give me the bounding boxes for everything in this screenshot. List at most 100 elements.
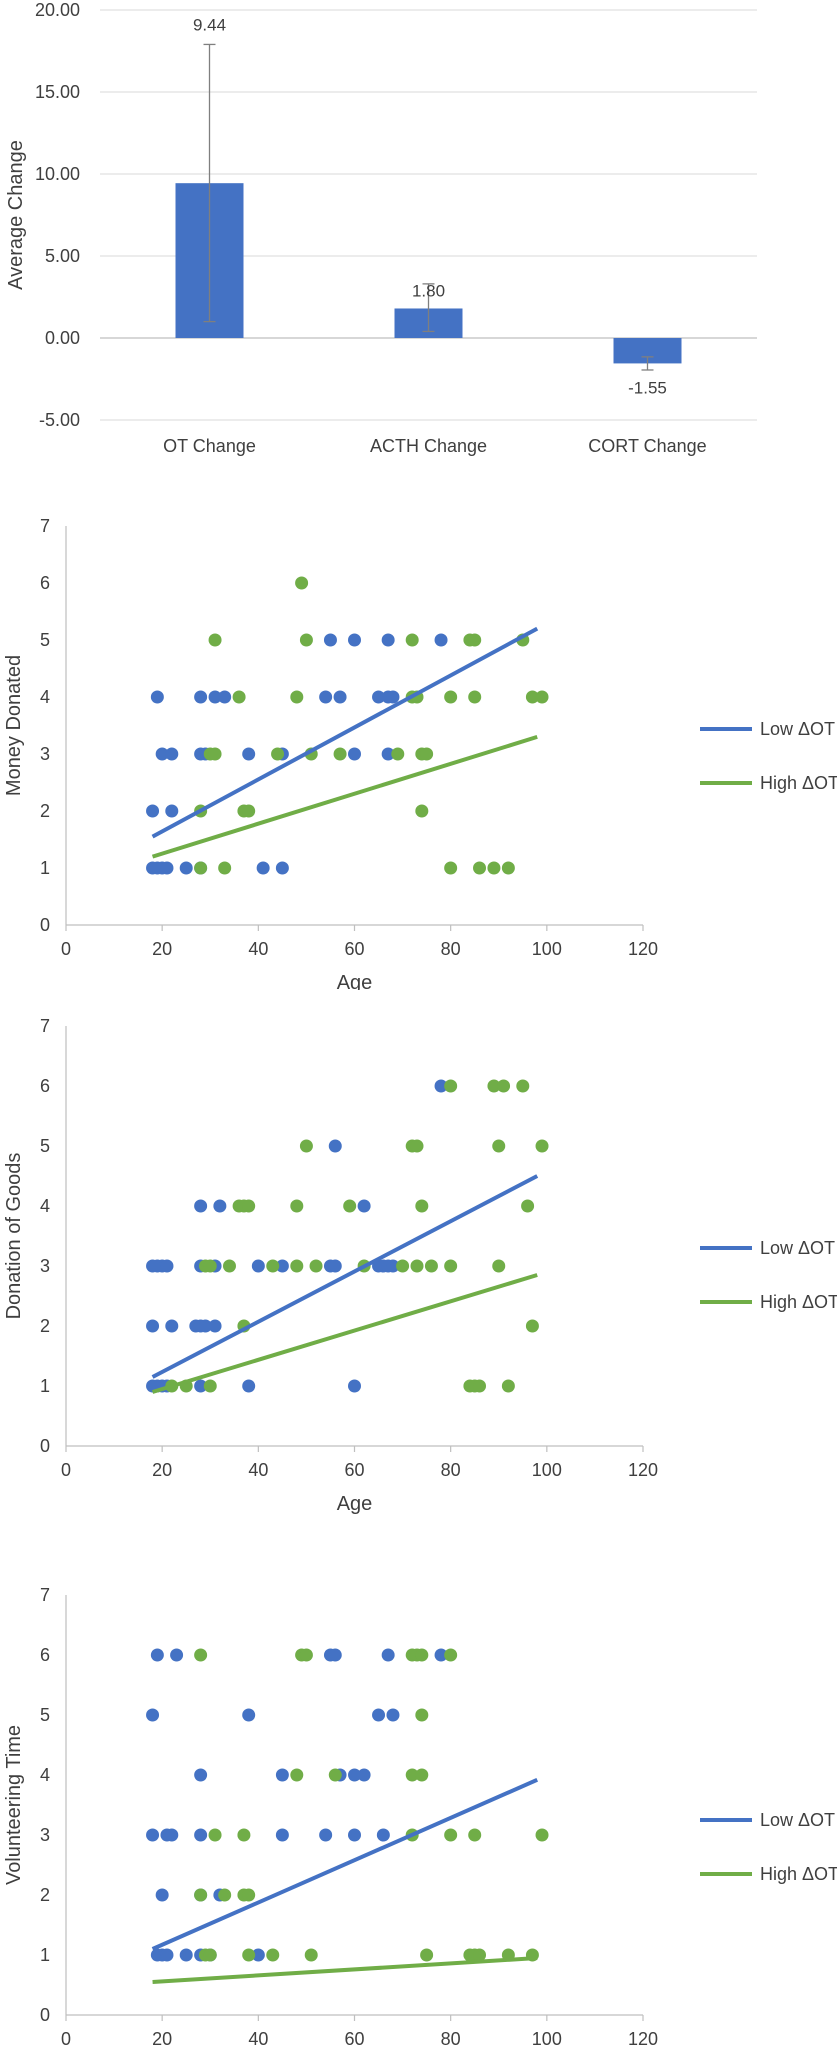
point-low-deltaot — [275, 1768, 289, 1782]
trendline-high-deltaot — [151, 1273, 538, 1394]
point-low-deltaot — [165, 1319, 179, 1333]
y-tick-label: 1 — [40, 1376, 50, 1396]
point-low-deltaot — [348, 747, 361, 761]
point-high-deltaot — [328, 1768, 342, 1782]
point-high-deltaot — [521, 1199, 535, 1213]
point-low-deltaot — [194, 1768, 208, 1782]
point-low-deltaot — [208, 1319, 222, 1333]
point-high-deltaot — [208, 747, 222, 761]
point-low-deltaot — [357, 1199, 371, 1213]
point-high-deltaot — [444, 1079, 458, 1093]
y-tick-label: -5.00 — [39, 410, 80, 430]
point-low-deltaot — [179, 1948, 193, 1962]
y-tick-label: 5.00 — [45, 246, 80, 266]
y-tick-label: 20.00 — [35, 0, 80, 20]
point-low-deltaot — [381, 747, 395, 761]
y-tick-label: 1 — [40, 1945, 50, 1965]
y-axis-title: Average Change — [5, 140, 27, 290]
point-high-deltaot — [415, 1708, 429, 1722]
point-low-deltaot — [333, 690, 347, 704]
point-low-deltaot — [372, 690, 386, 704]
point-low-deltaot — [242, 747, 256, 761]
point-high-deltaot — [203, 1259, 217, 1273]
x-axis-title: Age — [337, 972, 373, 990]
point-low-deltaot — [160, 1259, 174, 1273]
point-low-deltaot — [165, 804, 179, 818]
point-low-deltaot — [208, 690, 222, 704]
y-tick-label: 4 — [40, 1765, 50, 1785]
point-high-deltaot — [266, 1259, 280, 1273]
legend-label-low-deltaot: Low ΔOT — [760, 1238, 835, 1258]
point-high-deltaot — [487, 861, 501, 875]
point-low-deltaot — [348, 1828, 361, 1842]
point-high-deltaot — [232, 690, 246, 704]
point-low-deltaot — [357, 1768, 371, 1782]
point-high-deltaot — [468, 690, 482, 704]
point-high-deltaot — [208, 633, 222, 647]
point-high-deltaot — [208, 1828, 222, 1842]
point-low-deltaot — [348, 1768, 361, 1782]
point-low-deltaot — [242, 1379, 256, 1393]
point-high-deltaot — [242, 804, 256, 818]
point-high-deltaot — [415, 804, 429, 818]
point-high-deltaot — [405, 633, 419, 647]
trendline-high-deltaot — [151, 734, 538, 859]
point-low-deltaot — [165, 1828, 179, 1842]
y-tick-label: 6 — [40, 1076, 50, 1096]
point-low-deltaot — [381, 1648, 395, 1662]
legend-label-high-deltaot: High ΔOT — [760, 773, 837, 793]
x-tick-label: 60 — [344, 2029, 364, 2049]
point-low-deltaot — [146, 1708, 160, 1722]
y-tick-label: 1 — [40, 858, 50, 878]
trendline-low-deltaot — [151, 1174, 539, 1379]
point-high-deltaot — [295, 576, 309, 590]
y-tick-label: 2 — [40, 801, 50, 821]
y-tick-label: 2 — [40, 1885, 50, 1905]
point-high-deltaot — [242, 1888, 256, 1902]
point-low-deltaot — [434, 633, 448, 647]
y-tick-label: 3 — [40, 744, 50, 764]
x-tick-label: 80 — [441, 1460, 461, 1480]
point-high-deltaot — [242, 1199, 256, 1213]
point-high-deltaot — [415, 1648, 429, 1662]
x-category-label: ACTH Change — [370, 436, 487, 456]
point-high-deltaot — [266, 1948, 280, 1962]
point-high-deltaot — [299, 633, 313, 647]
point-low-deltaot — [328, 1648, 342, 1662]
y-tick-label: 6 — [40, 573, 50, 593]
point-low-deltaot — [218, 690, 232, 704]
point-low-deltaot — [194, 1828, 208, 1842]
point-low-deltaot — [256, 861, 270, 875]
point-high-deltaot — [290, 1199, 304, 1213]
legend-label-high-deltaot: High ΔOT — [760, 1292, 837, 1312]
point-high-deltaot — [222, 1259, 236, 1273]
point-low-deltaot — [251, 1948, 265, 1962]
y-tick-label: 3 — [40, 1825, 50, 1845]
point-low-deltaot — [372, 1708, 386, 1722]
point-high-deltaot — [218, 1888, 232, 1902]
point-high-deltaot — [299, 1139, 313, 1153]
scatter-chart-donation-of-goods: 0 1 2 3 4 5 6 7 0 20 40 60 80 100 120 Age Donation of Go… — [3, 1016, 837, 1515]
point-low-deltaot — [275, 1259, 289, 1273]
point-low-deltaot — [160, 861, 174, 875]
point-high-deltaot — [203, 1948, 217, 1962]
point-high-deltaot — [468, 1828, 482, 1842]
point-high-deltaot — [535, 690, 549, 704]
point-low-deltaot — [275, 1828, 289, 1842]
point-low-deltaot — [160, 1948, 174, 1962]
point-high-deltaot — [525, 690, 539, 704]
point-low-deltaot — [434, 1079, 448, 1093]
point-high-deltaot — [415, 1768, 429, 1782]
point-high-deltaot — [218, 861, 232, 875]
y-tick-label: 4 — [40, 1196, 50, 1216]
point-high-deltaot — [343, 1199, 357, 1213]
point-high-deltaot — [501, 861, 515, 875]
point-low-deltaot — [434, 1648, 448, 1662]
point-low-deltaot — [150, 1648, 164, 1662]
x-tick-label: 80 — [441, 939, 461, 959]
point-low-deltaot — [386, 1708, 400, 1722]
point-low-deltaot — [213, 1199, 227, 1213]
point-high-deltaot — [444, 1648, 458, 1662]
x-tick-label: 0 — [61, 1460, 71, 1480]
x-tick-label: 20 — [152, 1460, 172, 1480]
